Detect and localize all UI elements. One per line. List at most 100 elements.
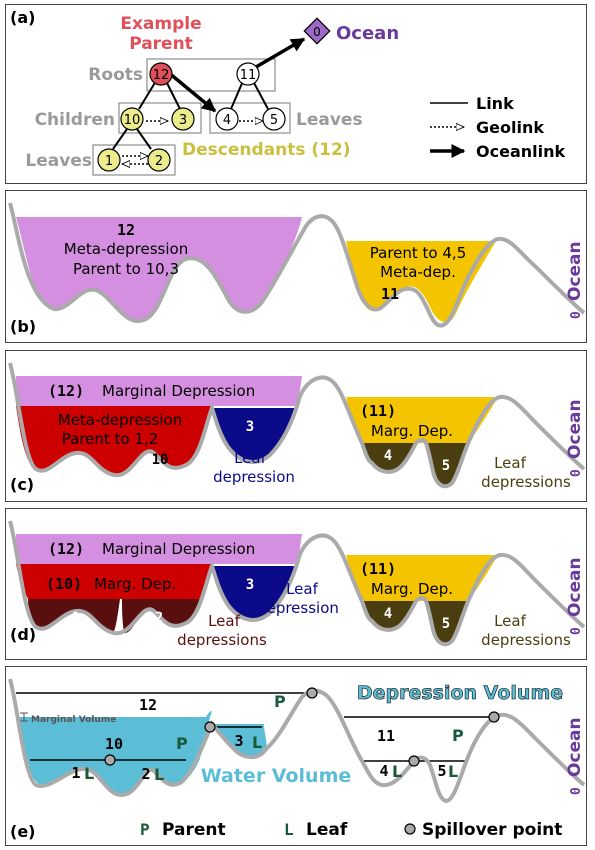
- parent-symbol-10: P: [176, 734, 188, 753]
- marginal-number: (12): [48, 540, 84, 558]
- node-11: 11: [236, 62, 260, 86]
- leaf3-number: 3: [246, 577, 254, 593]
- ocean-label: Ocean: [565, 241, 585, 301]
- leaf3-line2: depression: [213, 468, 295, 486]
- water-volume-3: [212, 724, 267, 758]
- children-label: Children: [35, 110, 115, 130]
- legend: Link Geolink Oceanlink: [430, 94, 565, 161]
- leaf12-line1: Leaf: [208, 612, 241, 630]
- leaf-depression-3: [212, 566, 298, 620]
- mid-text: Marg. Dep.: [94, 575, 176, 593]
- right-leaf-line2: depressions: [481, 631, 571, 649]
- panel-a: (a) Example Parent 12 11 10: [5, 4, 587, 184]
- svg-text:0: 0: [313, 25, 321, 39]
- oceanlink-12-4: [167, 71, 217, 113]
- left-leaves-label: Leaves: [25, 151, 92, 171]
- leaf-symbol-3: L: [252, 733, 262, 752]
- terrain-line: [8, 362, 586, 489]
- link-12-3: [165, 80, 181, 110]
- leaf-depression-3: [212, 408, 298, 462]
- ocean-label: Ocean: [565, 557, 585, 617]
- legend-leaf-symbol: L: [284, 820, 294, 839]
- meta-depression-12: [16, 217, 302, 322]
- leaf2-number: 2: [155, 610, 163, 626]
- right-number: (11): [360, 560, 396, 578]
- legend-geolink: Geolink: [476, 118, 544, 137]
- roots-box: [146, 58, 276, 92]
- svg-text:4: 4: [223, 113, 231, 128]
- leaf1-number: 1: [72, 610, 80, 626]
- example-parent-line2: Parent: [129, 34, 193, 54]
- terrain-e: 12 Marginal Volume 10 3 1 2 11 4 5 P P L…: [8, 678, 586, 841]
- marginal-number: (12): [48, 382, 84, 400]
- leaf3-line1: Leaf: [234, 449, 267, 467]
- right-leaves-label: Leaves: [296, 110, 363, 130]
- ocean-number: 0: [569, 627, 584, 635]
- right-leaf-line1: Leaf: [494, 612, 527, 630]
- right-number: (11): [360, 402, 396, 420]
- leaf4-number: 4: [384, 606, 392, 622]
- link-11-4: [230, 80, 244, 110]
- spillover-point: [408, 755, 420, 767]
- leaf3-line1: Leaf: [286, 580, 319, 598]
- node-1: 1: [97, 148, 121, 172]
- depression-2-number: 2: [141, 765, 150, 783]
- ocean-node: 0: [303, 17, 331, 45]
- leaf5-number: 5: [442, 616, 450, 632]
- panel-e: 12 Marginal Volume 10 3 1 2 11 4 5 P P L…: [5, 666, 587, 846]
- svg-text:2: 2: [155, 154, 163, 169]
- ocean-label: Ocean: [565, 717, 585, 777]
- leaf12-line2: depressions: [177, 631, 267, 649]
- leaf3-number: 3: [246, 419, 254, 435]
- svg-text:11: 11: [240, 68, 257, 83]
- meta-number: 10: [152, 452, 169, 468]
- marginal-text: Marginal Depression: [102, 382, 255, 400]
- spillover-point: [488, 711, 500, 723]
- depression-1-number: 1: [71, 764, 80, 782]
- terrain-line: [8, 520, 586, 647]
- node-5: 5: [262, 107, 286, 131]
- leaf-depression-5: [426, 601, 468, 645]
- leaf-symbol-2: L: [154, 765, 164, 784]
- ocean-label: Ocean: [336, 23, 399, 44]
- example-parent-line1: Example: [120, 14, 201, 34]
- ocean-label: Ocean: [565, 399, 585, 459]
- left-leaves-box: [92, 144, 176, 176]
- marginal-depression-11: [346, 555, 498, 601]
- panel-b: (b) 12 Meta-depression Parent to 10,3 Pa…: [5, 190, 587, 343]
- spillover-point: [104, 754, 116, 766]
- leaf-symbol-1: L: [84, 764, 94, 783]
- legend-leaf: Leaf: [306, 820, 348, 840]
- legend-parent: Parent: [162, 820, 226, 840]
- legend-spillover: Spillover point: [422, 820, 562, 840]
- link-10-2: [136, 128, 152, 150]
- panel-label: (b): [10, 317, 36, 336]
- children-box: [118, 102, 202, 134]
- ocean-number: 0: [569, 787, 584, 795]
- leaf-depression-5: [426, 443, 468, 487]
- legend-oceanlink: Oceanlink: [476, 142, 565, 161]
- ocean-number: 0: [569, 469, 584, 477]
- marginal-depression-12: [16, 376, 302, 406]
- depression-4-number: 4: [379, 762, 388, 780]
- oceanlink-11-0: [255, 37, 306, 69]
- marginal-volume-label: Marginal Volume: [31, 715, 116, 725]
- svg-text:3: 3: [179, 113, 187, 128]
- terrain-line: [8, 202, 586, 328]
- legend-parent-symbol: P: [140, 820, 150, 839]
- svg-text:1: 1: [105, 154, 113, 169]
- depression-5-number: 5: [437, 762, 446, 780]
- link-11-5: [252, 80, 269, 110]
- meta-line1: Meta-depression: [58, 411, 182, 429]
- depression-11-number: 11: [377, 727, 395, 745]
- type-symbols: P P L L L P L L: [84, 692, 464, 784]
- leaf4-number: 4: [384, 448, 392, 464]
- legend-link: Link: [476, 94, 514, 113]
- panel-c: (c) (12) Marginal Depression Meta-depres…: [5, 350, 587, 502]
- right-leaf-line1: Leaf: [494, 454, 527, 472]
- depression-11-number: 11: [381, 285, 399, 303]
- node-10: 10: [120, 107, 144, 131]
- svg-text:12: 12: [153, 68, 170, 83]
- depression-12-line1: Meta-depression: [64, 240, 188, 258]
- roots-label: Roots: [88, 65, 143, 85]
